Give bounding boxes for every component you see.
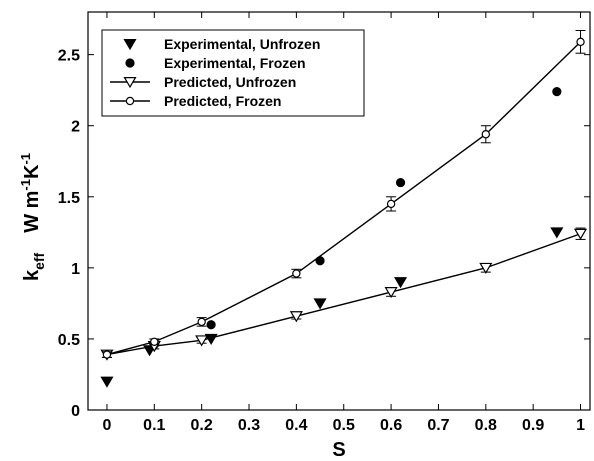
data-point — [386, 199, 396, 209]
y-axis-title-sub: eff — [31, 252, 47, 269]
data-point — [150, 337, 159, 346]
series-layer — [100, 29, 588, 388]
y-tick-label: 1.5 — [58, 190, 80, 207]
data-point — [206, 320, 216, 330]
y-axis-title: keffW m-1K-1 — [18, 153, 47, 281]
y-axis-title-unit-k: K — [21, 164, 43, 179]
legend-marker — [123, 38, 137, 51]
data-point — [394, 277, 408, 289]
data-point — [313, 298, 327, 310]
legend-marker — [125, 58, 135, 68]
y-axis-title-unit-w: W m — [21, 191, 43, 233]
x-tick-label: 0.7 — [427, 417, 449, 434]
ticks: 0 0.1 0.2 0.3 0.4 0.5 0.6 0.7 0.8 0.9 1 0 0.5 1 1.5 2 2.… — [58, 12, 590, 434]
x-tick-label: 0 — [102, 417, 111, 434]
data-point — [289, 311, 303, 323]
data-point — [384, 287, 398, 299]
y-tick-label: 0 — [71, 403, 80, 420]
legend-label: Predicted, Frozen — [164, 93, 281, 109]
data-point — [576, 37, 585, 47]
x-tick-label: 0.1 — [143, 417, 165, 434]
data-point — [195, 335, 209, 347]
plot-area: 0 0.1 0.2 0.3 0.4 0.5 0.6 0.7 0.8 0.9 1 0 0.5 1 1.5 2 2.… — [58, 11, 591, 434]
legend-item: Experimental, Frozen — [125, 55, 306, 71]
y-tick-label: 2 — [71, 119, 80, 136]
legend: Experimental, Unfrozen Experimental, Froz… — [101, 29, 365, 117]
legend-marker — [125, 96, 135, 106]
data-point — [102, 350, 112, 359]
data-point — [552, 86, 562, 97]
data-point — [481, 130, 491, 139]
x-tick-label: 0.8 — [475, 417, 497, 434]
data-point — [573, 228, 588, 240]
legend-item: Experimental, Unfrozen — [123, 36, 320, 52]
x-tick-label: 0.5 — [333, 417, 355, 434]
series-4 — [101, 29, 586, 359]
legend-items: Experimental, Unfrozen Experimental, Froz… — [110, 36, 320, 109]
data-point — [395, 177, 406, 188]
y-axis-title-sup1: -1 — [18, 179, 33, 191]
data-point — [292, 269, 301, 278]
legend-label: Experimental, Unfrozen — [164, 36, 320, 52]
series-2 — [149, 86, 562, 350]
data-point — [550, 227, 564, 239]
y-axis-title-sup2: -1 — [18, 153, 33, 165]
x-tick-label: 0.4 — [285, 417, 307, 434]
series-line — [106, 233, 581, 356]
legend-marker — [123, 76, 137, 89]
y-axis-title-k: k — [21, 269, 43, 281]
series-3 — [100, 227, 588, 361]
x-tick-label: 0.3 — [238, 417, 260, 434]
legend-label: Experimental, Frozen — [164, 55, 306, 71]
x-tick-label: 0.9 — [522, 417, 544, 434]
legend-label: Predicted, Unfrozen — [164, 74, 296, 90]
x-tick-label: 1 — [576, 417, 585, 434]
y-tick-label: 2.5 — [58, 48, 80, 65]
data-point — [479, 262, 493, 274]
legend-item: Predicted, Unfrozen — [110, 74, 296, 90]
legend-item: Predicted, Frozen — [110, 93, 281, 109]
data-point — [197, 317, 206, 327]
data-point — [100, 376, 114, 388]
y-tick-label: 1 — [71, 261, 80, 278]
x-tick-label: 0.2 — [191, 417, 213, 434]
y-tick-label: 0.5 — [58, 332, 80, 349]
x-tick-label: 0.6 — [380, 417, 402, 434]
x-axis-title: S — [332, 439, 345, 461]
axes-box — [87, 11, 591, 411]
